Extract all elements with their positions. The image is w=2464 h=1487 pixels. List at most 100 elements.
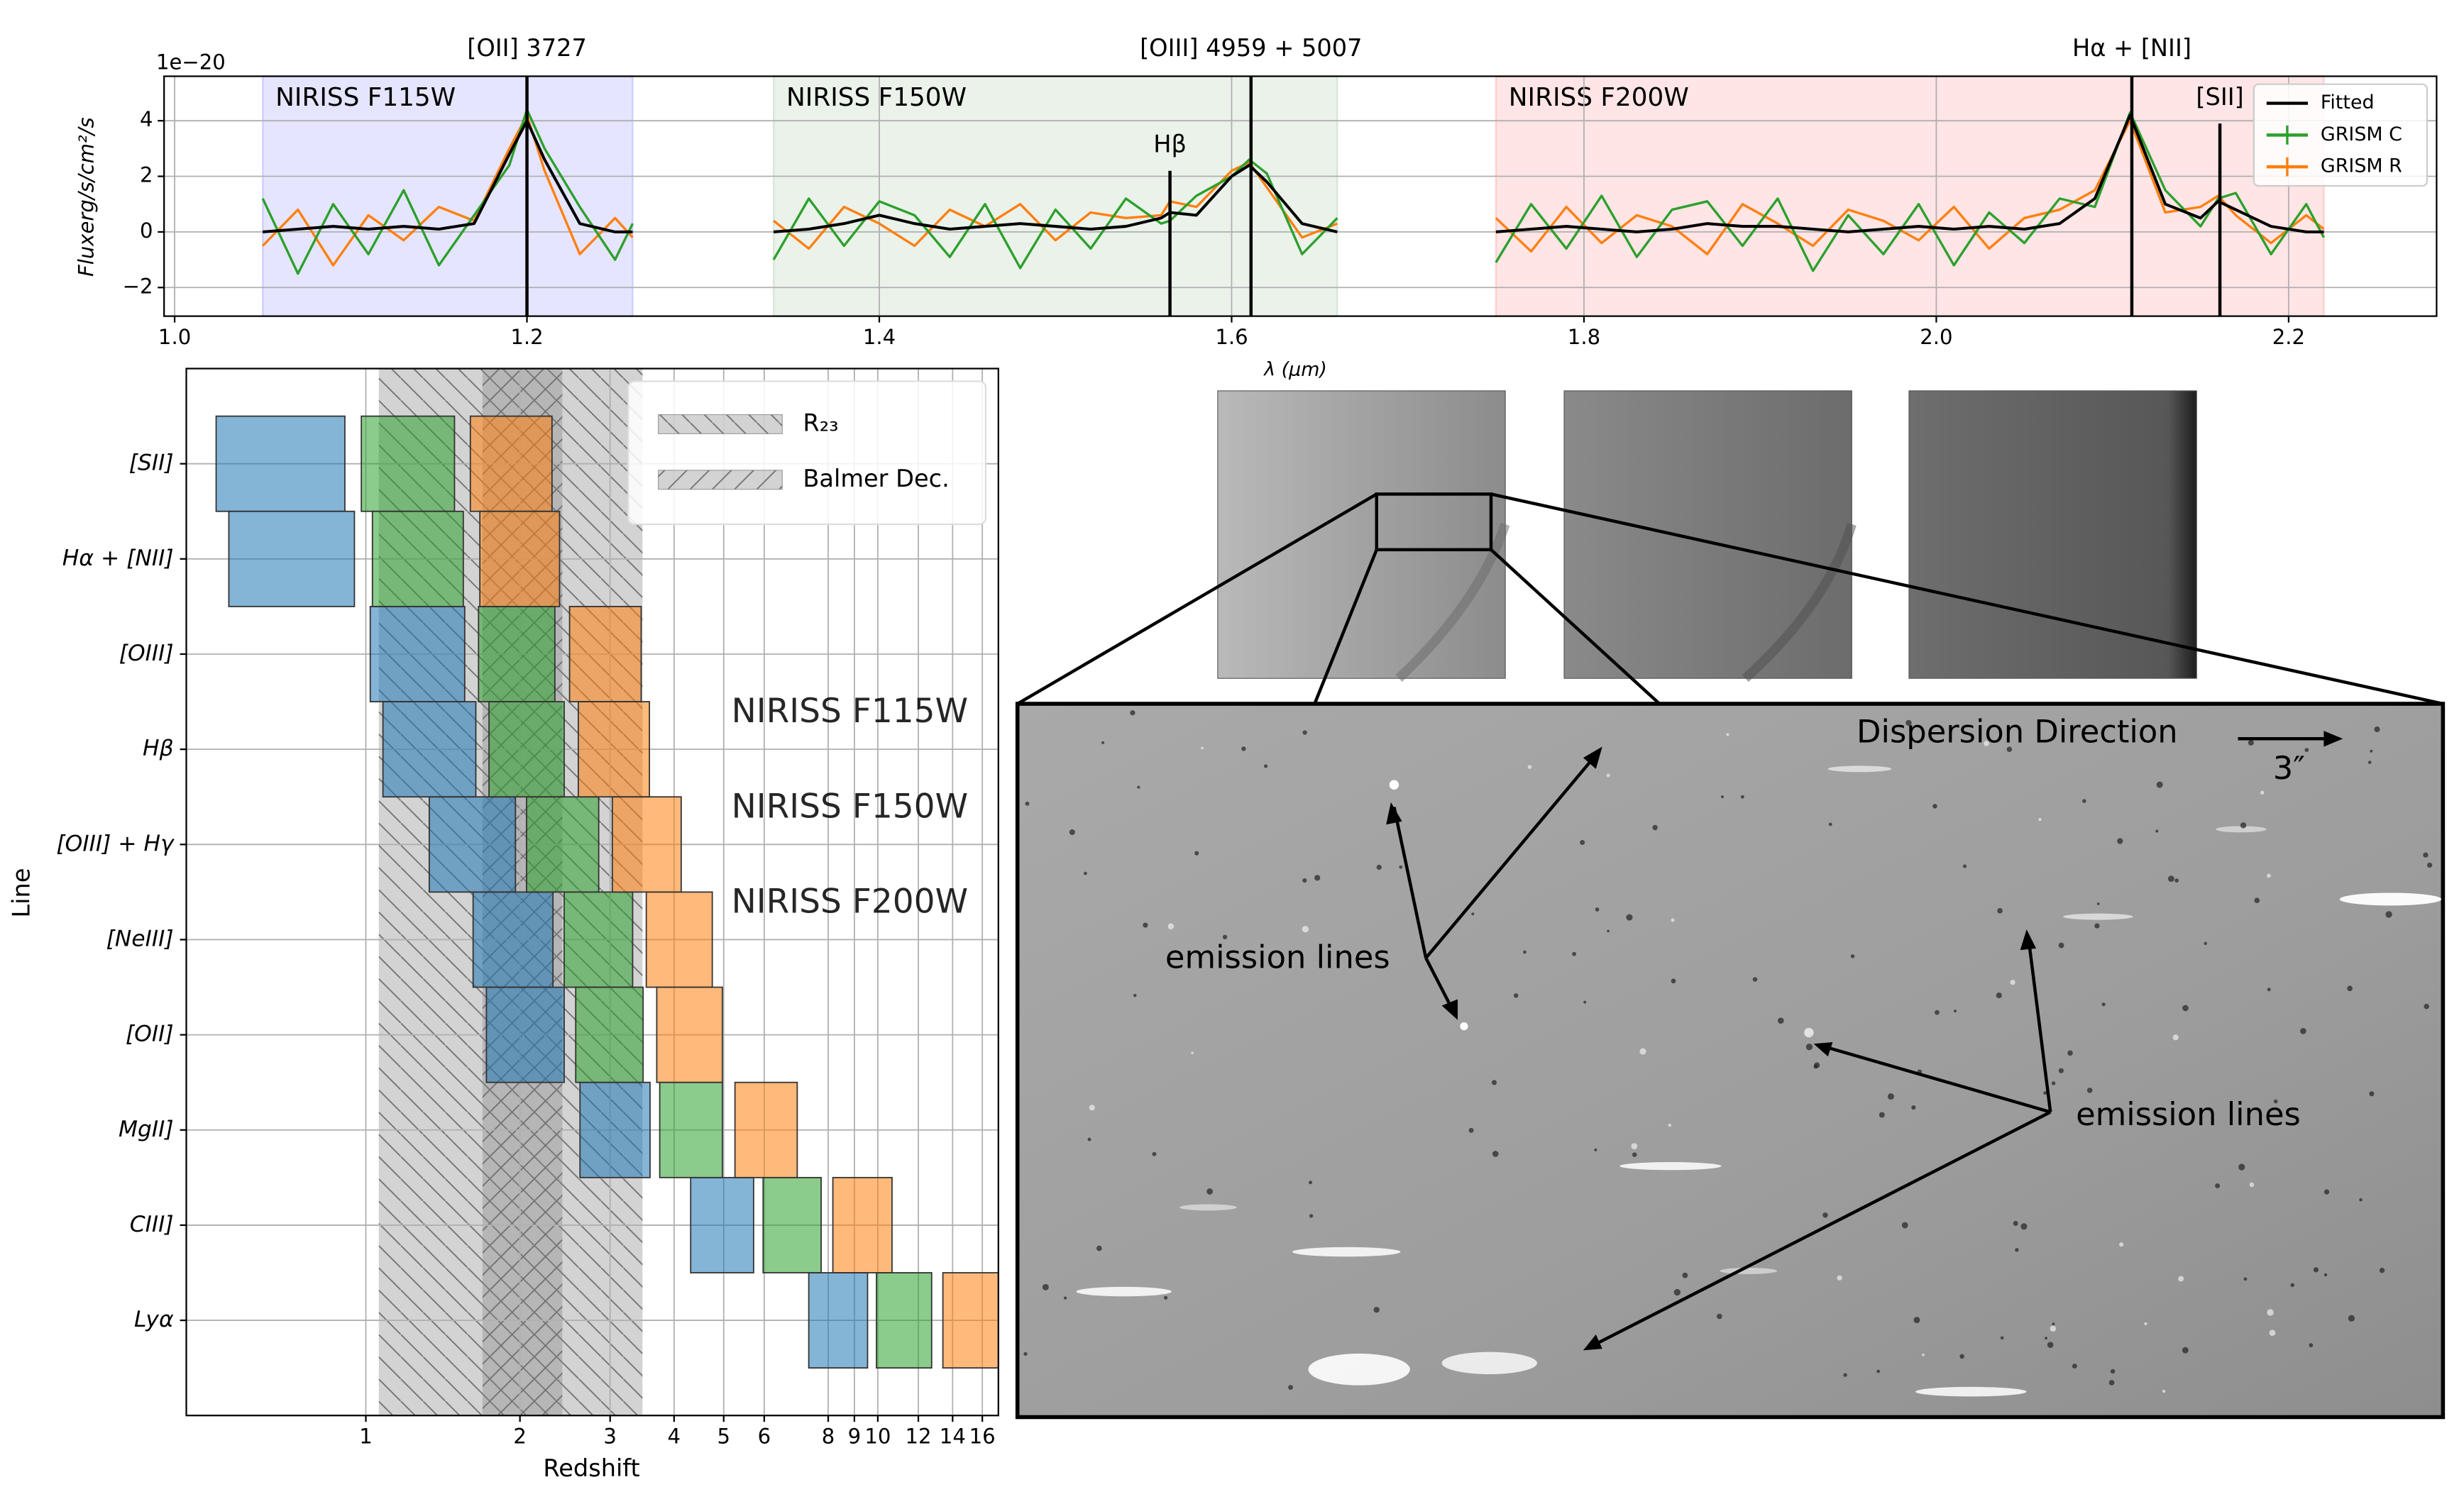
y-tick-label: Lyα bbox=[134, 1307, 174, 1332]
zoom-box bbox=[1375, 492, 1493, 552]
image-dot bbox=[2347, 985, 2353, 992]
x-tick-label: 1.6 bbox=[1215, 325, 1248, 349]
range-bar bbox=[577, 701, 650, 798]
y-tick-label: 0 bbox=[140, 219, 153, 243]
x-tick-label: 10 bbox=[864, 1425, 891, 1449]
legend-label: Fitted bbox=[2321, 92, 2375, 114]
image-dot bbox=[1302, 730, 1307, 735]
y-tick-label: Hα + [NII] bbox=[62, 546, 174, 571]
image-dot bbox=[1023, 1351, 1028, 1356]
x-tick-label: 1.4 bbox=[863, 325, 896, 349]
image-dot bbox=[2045, 1337, 2047, 1340]
plot-area bbox=[186, 368, 999, 1416]
image-dot bbox=[2367, 761, 2372, 764]
image-dot bbox=[2379, 1267, 2385, 1273]
image-dot bbox=[2086, 1088, 2093, 1093]
image-dot bbox=[1595, 907, 1600, 912]
y-tick-label: MgII] bbox=[119, 1117, 174, 1142]
image-dot bbox=[1089, 1105, 1095, 1111]
arrow-head bbox=[2323, 731, 2343, 747]
image-dot bbox=[2424, 1003, 2429, 1010]
dispersion-label: Dispersion Direction bbox=[1857, 713, 2178, 751]
x-tick-label: 16 bbox=[969, 1425, 996, 1449]
x-tick-label: 1.0 bbox=[158, 325, 191, 349]
image-dot bbox=[1309, 1214, 1314, 1218]
y-offset-text: 1e−20 bbox=[156, 50, 226, 74]
zoom-image bbox=[1015, 702, 2446, 1420]
image-dot bbox=[1513, 993, 1519, 998]
series-line bbox=[261, 108, 634, 275]
zoom-line bbox=[1313, 548, 1378, 704]
image-dot bbox=[2267, 988, 2271, 992]
image-dot bbox=[1302, 878, 1307, 883]
x-tick-label: 12 bbox=[906, 1425, 932, 1449]
range-bar bbox=[361, 415, 456, 512]
image-dot bbox=[2013, 1220, 2018, 1226]
x-tick-label: 9 bbox=[848, 1425, 862, 1449]
range-bar bbox=[575, 986, 644, 1083]
range-bar bbox=[734, 1081, 798, 1178]
arrow bbox=[1588, 1110, 2052, 1349]
image-dot bbox=[1201, 746, 1204, 750]
thumbnail bbox=[1563, 390, 1852, 679]
image-dot bbox=[2072, 1364, 2077, 1369]
range-bar bbox=[469, 415, 553, 512]
series-group bbox=[261, 108, 2326, 275]
range-bar bbox=[808, 1272, 869, 1369]
streak bbox=[1179, 1204, 1237, 1211]
image-dot bbox=[1932, 804, 1937, 809]
arrow bbox=[1424, 751, 1599, 959]
thumbnail bbox=[1217, 390, 1506, 679]
streak bbox=[2339, 892, 2442, 906]
x-tick-label: 6 bbox=[758, 1425, 771, 1449]
image-dot bbox=[1822, 1212, 1828, 1218]
image-dot bbox=[1828, 822, 1832, 827]
image-dot bbox=[2182, 1347, 2189, 1354]
series-line bbox=[772, 158, 1338, 270]
image-dot bbox=[1626, 914, 1633, 921]
legend-swatch bbox=[658, 414, 783, 434]
streak bbox=[2063, 913, 2133, 920]
emission-line-label: Hα + [NII] bbox=[2072, 34, 2191, 62]
y-tick-label: 4 bbox=[140, 107, 153, 131]
image-dot bbox=[2248, 739, 2254, 746]
image-dot bbox=[1777, 1017, 1784, 1024]
image-dot bbox=[2058, 1068, 2064, 1073]
filter-band bbox=[1495, 75, 2325, 317]
y-tick-label: [SII] bbox=[129, 450, 174, 476]
image-dot bbox=[2300, 1027, 2306, 1034]
image-dot bbox=[1752, 977, 1758, 982]
streak bbox=[1308, 1353, 1410, 1386]
arrow-head bbox=[1386, 802, 1402, 825]
range-bar bbox=[611, 796, 682, 893]
legend-box bbox=[2253, 83, 2429, 187]
image-dot bbox=[2290, 1283, 2295, 1288]
image-dot bbox=[2249, 1182, 2255, 1188]
range-bar bbox=[478, 606, 556, 702]
x-tick-label: 4 bbox=[668, 1425, 681, 1449]
image-dot bbox=[2370, 749, 2373, 753]
image-dot bbox=[1468, 1127, 1474, 1133]
y-tick-label: [NeIII] bbox=[106, 926, 174, 951]
range-bar bbox=[645, 891, 713, 988]
legend-swatch bbox=[658, 470, 783, 490]
streak bbox=[1619, 1162, 1722, 1171]
image-dot bbox=[2050, 1325, 2057, 1332]
image-dot bbox=[2038, 818, 2042, 822]
image-dot bbox=[1911, 1105, 1916, 1110]
image-dot bbox=[2144, 1322, 2147, 1326]
image-dot bbox=[2020, 1223, 2028, 1230]
image-dot bbox=[2374, 726, 2380, 733]
streak bbox=[1441, 1351, 1537, 1375]
emission-arrows bbox=[1392, 751, 2052, 1349]
image-dot bbox=[2178, 1276, 2184, 1282]
streak bbox=[1076, 1286, 1172, 1297]
image-dot bbox=[1962, 864, 1967, 868]
redshift-plot: 1 2 3 4 5 6 8 9 10 12 14 16[SII]Hα + [NII][OIII]Hβ[… bbox=[56, 367, 999, 1449]
band-label: NIRISS F200W bbox=[1509, 83, 1689, 112]
x-tick-label: 8 bbox=[822, 1425, 835, 1449]
emission-label: emission lines bbox=[1165, 939, 1390, 976]
range-bar bbox=[832, 1176, 893, 1273]
image-dot bbox=[1726, 733, 1729, 736]
